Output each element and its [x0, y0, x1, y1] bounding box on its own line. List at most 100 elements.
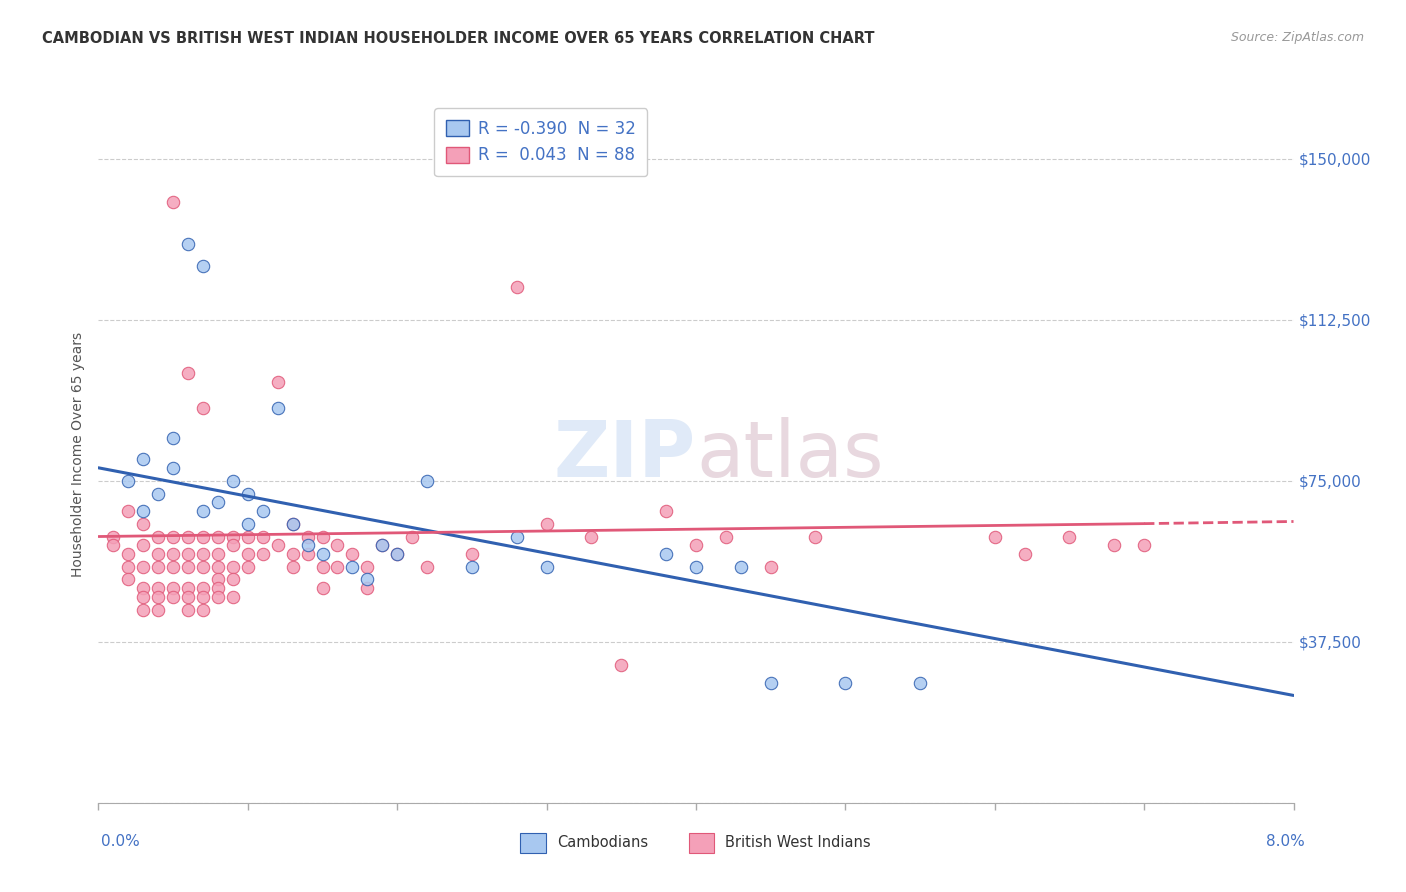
Point: [162, 590, 184, 604]
Point: [236, 529, 259, 543]
Point: [371, 538, 394, 552]
Point: [281, 559, 304, 574]
Point: [685, 538, 707, 552]
Point: [177, 237, 200, 252]
Point: [148, 581, 170, 595]
Point: [401, 529, 423, 543]
Point: [162, 559, 184, 574]
Point: [117, 559, 139, 574]
Point: [281, 516, 304, 531]
Point: [297, 538, 319, 552]
Point: [730, 559, 752, 574]
Point: [385, 547, 409, 561]
Point: [536, 559, 558, 574]
Point: [267, 401, 290, 415]
Point: [311, 529, 333, 543]
Point: [222, 529, 245, 543]
Point: [177, 590, 200, 604]
Point: [191, 504, 214, 518]
Text: Source: ZipAtlas.com: Source: ZipAtlas.com: [1230, 31, 1364, 45]
Point: [461, 547, 484, 561]
Point: [117, 474, 139, 488]
Point: [191, 590, 214, 604]
Point: [132, 581, 155, 595]
Point: [191, 581, 214, 595]
Point: [222, 538, 245, 552]
Point: [1014, 547, 1036, 561]
Point: [177, 581, 200, 595]
Point: [177, 559, 200, 574]
Point: [177, 367, 200, 381]
Point: [177, 529, 200, 543]
Point: [148, 529, 170, 543]
Point: [326, 559, 349, 574]
Point: [252, 547, 274, 561]
Point: [759, 675, 782, 690]
Point: [655, 504, 678, 518]
Point: [581, 529, 603, 543]
Text: Cambodians: Cambodians: [557, 836, 648, 850]
Point: [236, 547, 259, 561]
Point: [342, 547, 364, 561]
Point: [655, 547, 678, 561]
Point: [1059, 529, 1081, 543]
Point: [148, 559, 170, 574]
Point: [207, 573, 229, 587]
Point: [252, 529, 274, 543]
Point: [506, 529, 529, 543]
Point: [103, 529, 125, 543]
Point: [714, 529, 737, 543]
Point: [177, 602, 200, 616]
Point: [191, 547, 214, 561]
Point: [536, 516, 558, 531]
Text: CAMBODIAN VS BRITISH WEST INDIAN HOUSEHOLDER INCOME OVER 65 YEARS CORRELATION CH: CAMBODIAN VS BRITISH WEST INDIAN HOUSEHO…: [42, 31, 875, 46]
Point: [356, 573, 378, 587]
Point: [148, 590, 170, 604]
Point: [908, 675, 931, 690]
Point: [148, 486, 170, 500]
Point: [162, 529, 184, 543]
Point: [834, 675, 856, 690]
Legend: R = -0.390  N = 32, R =  0.043  N = 88: R = -0.390 N = 32, R = 0.043 N = 88: [434, 109, 647, 176]
Point: [416, 559, 439, 574]
Text: 0.0%: 0.0%: [101, 834, 141, 849]
Point: [191, 529, 214, 543]
Text: 8.0%: 8.0%: [1265, 834, 1305, 849]
Point: [297, 547, 319, 561]
Point: [162, 194, 184, 209]
Point: [506, 280, 529, 294]
Y-axis label: Householder Income Over 65 years: Householder Income Over 65 years: [72, 333, 86, 577]
Text: atlas: atlas: [696, 417, 883, 493]
Point: [132, 452, 155, 467]
Point: [385, 547, 409, 561]
Point: [326, 538, 349, 552]
Point: [685, 559, 707, 574]
Point: [297, 529, 319, 543]
Point: [342, 559, 364, 574]
Point: [281, 516, 304, 531]
Point: [207, 559, 229, 574]
Point: [132, 538, 155, 552]
Point: [207, 547, 229, 561]
Point: [461, 559, 484, 574]
Point: [132, 602, 155, 616]
Point: [236, 559, 259, 574]
Point: [252, 504, 274, 518]
Point: [132, 516, 155, 531]
Point: [207, 581, 229, 595]
Point: [416, 474, 439, 488]
Point: [191, 559, 214, 574]
Point: [236, 516, 259, 531]
Point: [117, 547, 139, 561]
Point: [311, 581, 333, 595]
Point: [267, 375, 290, 389]
Point: [222, 573, 245, 587]
Point: [207, 529, 229, 543]
Point: [162, 431, 184, 445]
Point: [371, 538, 394, 552]
Point: [132, 590, 155, 604]
Point: [222, 474, 245, 488]
Point: [311, 559, 333, 574]
Point: [207, 495, 229, 509]
Point: [132, 559, 155, 574]
